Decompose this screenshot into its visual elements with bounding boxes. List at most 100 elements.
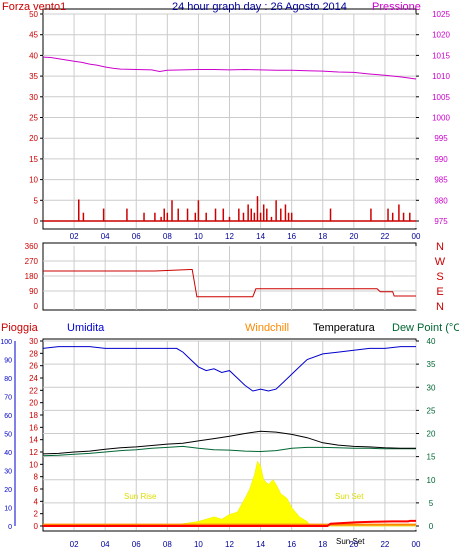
x-tick-label: 12 <box>225 232 234 241</box>
rain-tick-label: 20 <box>29 399 38 408</box>
x-tick-label: 10 <box>194 232 203 241</box>
temperature-tick-label: 0 <box>429 522 434 531</box>
rain-tick-label: 14 <box>29 436 38 445</box>
x-tick-label: 06 <box>132 540 141 549</box>
humidity-tick-label: 30 <box>4 469 12 476</box>
x-tick-label: 18 <box>318 540 327 549</box>
rain-cumulative-line <box>43 519 416 527</box>
legend-temperatura: Temperatura <box>313 322 376 334</box>
sunrise-label: Sun Rise <box>124 492 157 501</box>
rain-tick-label: 22 <box>29 386 38 395</box>
rain-tick-label: 18 <box>29 411 38 420</box>
wind-axis-title: Forza vento1 <box>2 1 66 13</box>
wind-tick-label: 40 <box>29 51 38 60</box>
wind-tick-label: 45 <box>29 31 38 40</box>
temperature-tick-label: 15 <box>427 453 436 462</box>
x-tick-label: 00 <box>412 232 421 241</box>
humidity-tick-label: 90 <box>4 358 12 365</box>
chart-title: 24 hour graph day : 26 Agosto 2014 <box>172 1 347 13</box>
rain-tick-label: 30 <box>29 337 38 346</box>
pressure-tick-label: 1010 <box>432 72 450 81</box>
direction-tick-label: 360 <box>25 242 39 251</box>
wind-direction-line <box>43 269 416 298</box>
legend-windchill: Windchill <box>245 322 289 334</box>
x-tick-label: 10 <box>194 540 203 549</box>
humidity-tick-label: 0 <box>8 524 12 531</box>
pressure-tick-label: 1000 <box>432 114 450 123</box>
direction-tick-label: 90 <box>29 287 38 296</box>
wind-tick-label: 0 <box>34 217 39 226</box>
pressure-tick-label: 1015 <box>432 51 450 60</box>
wind-tick-label: 15 <box>29 155 38 164</box>
temperature-tick-label: 40 <box>427 337 436 346</box>
wind-tick-label: 25 <box>29 114 38 123</box>
x-tick-label: 02 <box>70 232 79 241</box>
compass-label: W <box>435 256 446 268</box>
humidity-tick-label: 60 <box>4 413 12 420</box>
humidity-tick-label: 80 <box>4 376 12 383</box>
dewpoint-line <box>42 445 416 457</box>
rain-tick-label: 12 <box>29 448 38 457</box>
x-tick-label: 20 <box>349 540 358 549</box>
sunset-label: Sun Set <box>335 492 364 501</box>
wind-tick-label: 5 <box>34 196 39 205</box>
wind-tick-label: 30 <box>29 93 38 102</box>
rain-tick-label: 6 <box>34 485 39 494</box>
rain-tick-label: 0 <box>34 522 39 531</box>
x-tick-label: 06 <box>132 232 141 241</box>
legend-pioggia: Pioggia <box>1 322 39 334</box>
rain-tick-label: 2 <box>34 510 39 519</box>
humidity-tick-label: 100 <box>0 339 12 346</box>
x-tick-label: 04 <box>101 540 110 549</box>
x-tick-label: 16 <box>287 540 296 549</box>
pressure-tick-label: 980 <box>434 196 448 205</box>
direction-tick-label: 270 <box>25 257 39 266</box>
pressure-tick-label: 985 <box>434 176 448 185</box>
pressure-tick-label: 1020 <box>432 31 450 40</box>
wind-tick-label: 50 <box>29 10 38 19</box>
temperature-tick-label: 35 <box>427 360 436 369</box>
pressure-axis-title: Pressione <box>372 1 421 13</box>
x-tick-label: 16 <box>287 232 296 241</box>
x-tick-label: 22 <box>380 540 389 549</box>
x-tick-label: 08 <box>163 232 172 241</box>
rain-tick-label: 24 <box>29 374 38 383</box>
pressure-tick-label: 1025 <box>432 10 450 19</box>
sunset-label-axis: Sun Set <box>336 537 365 546</box>
wind-tick-label: 35 <box>29 72 38 81</box>
humidity-line <box>42 346 416 392</box>
compass-label: S <box>436 271 443 283</box>
x-tick-label: 20 <box>349 232 358 241</box>
humidity-tick-label: 10 <box>4 506 12 513</box>
pressure-tick-label: 995 <box>434 134 448 143</box>
temperature-tick-label: 20 <box>427 430 436 439</box>
axis-layer: 0510152025303540455097598098599099510001… <box>0 10 450 549</box>
rain-tick-label: 26 <box>29 362 38 371</box>
x-tick-label: 12 <box>225 540 234 549</box>
series-layer <box>42 56 417 527</box>
wind-tick-label: 10 <box>29 176 38 185</box>
humidity-tick-label: 20 <box>4 487 12 494</box>
humidity-tick-label: 70 <box>4 395 12 402</box>
humidity-tick-label: 40 <box>4 450 12 457</box>
x-tick-label: 14 <box>256 540 265 549</box>
x-tick-label: 02 <box>70 540 79 549</box>
rain-tick-label: 8 <box>34 473 39 482</box>
direction-tick-label: 0 <box>34 302 39 311</box>
pressure-tick-label: 1005 <box>432 93 450 102</box>
temperature-tick-label: 30 <box>427 383 436 392</box>
wind-tick-label: 20 <box>29 134 38 143</box>
rain-tick-label: 10 <box>29 460 38 469</box>
pressure-tick-label: 975 <box>434 217 448 226</box>
x-tick-label: 04 <box>101 232 110 241</box>
legend-dewpoint: Dew Point (°C <box>392 322 459 334</box>
temperature-line <box>42 430 416 455</box>
temperature-tick-label: 25 <box>427 406 436 415</box>
x-tick-label: 00 <box>412 540 421 549</box>
humidity-tick-label: 50 <box>4 432 12 439</box>
pressure-tick-label: 990 <box>434 155 448 164</box>
pressure-line <box>42 56 417 80</box>
rain-tick-label: 16 <box>29 423 38 432</box>
grid-layer <box>43 13 417 530</box>
